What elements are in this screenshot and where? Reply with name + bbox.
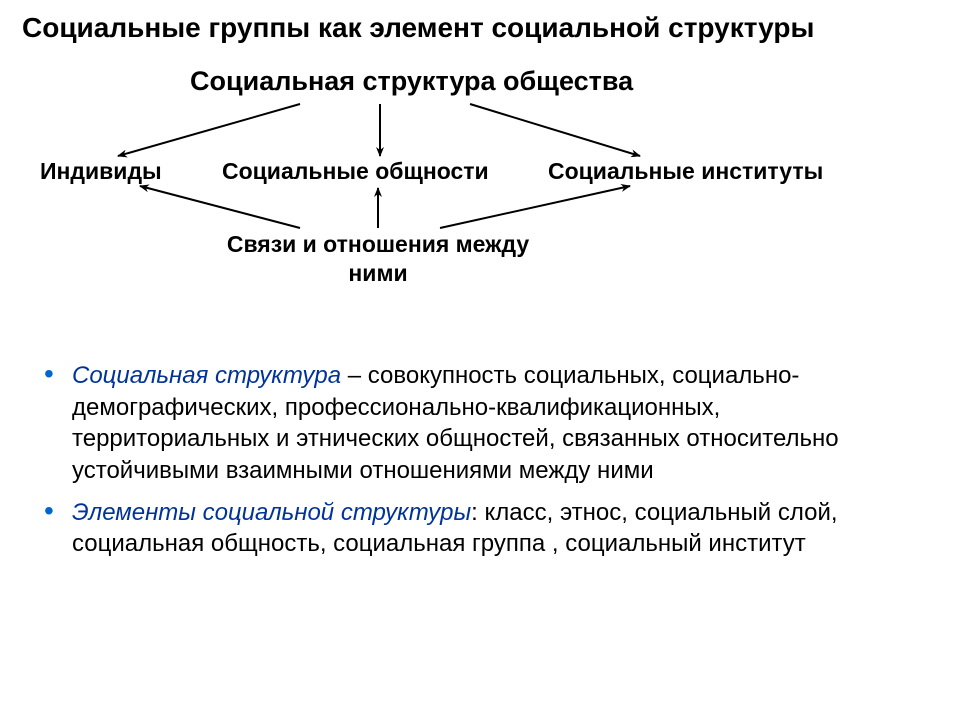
node-relations: Связи и отношения междуними (203, 230, 553, 288)
page-title: Социальные группы как элемент социальной… (22, 12, 814, 44)
bullet-term-2: Элементы социальной структуры (72, 499, 471, 526)
node-institutes: Социальные институты (548, 158, 823, 185)
node-communities: Социальные общности (222, 158, 489, 185)
bullet-item-1: Социальная структура – совокупность соци… (38, 360, 918, 487)
node-individuals: Индивиды (40, 158, 162, 185)
bullet-list: Социальная структура – совокупность соци… (38, 360, 918, 570)
diagram-subtitle: Социальная структура общества (190, 66, 633, 97)
bullet-term-1: Социальная структура (72, 362, 341, 389)
bullet-item-2: Элементы социальной структуры: класс, эт… (38, 497, 918, 560)
